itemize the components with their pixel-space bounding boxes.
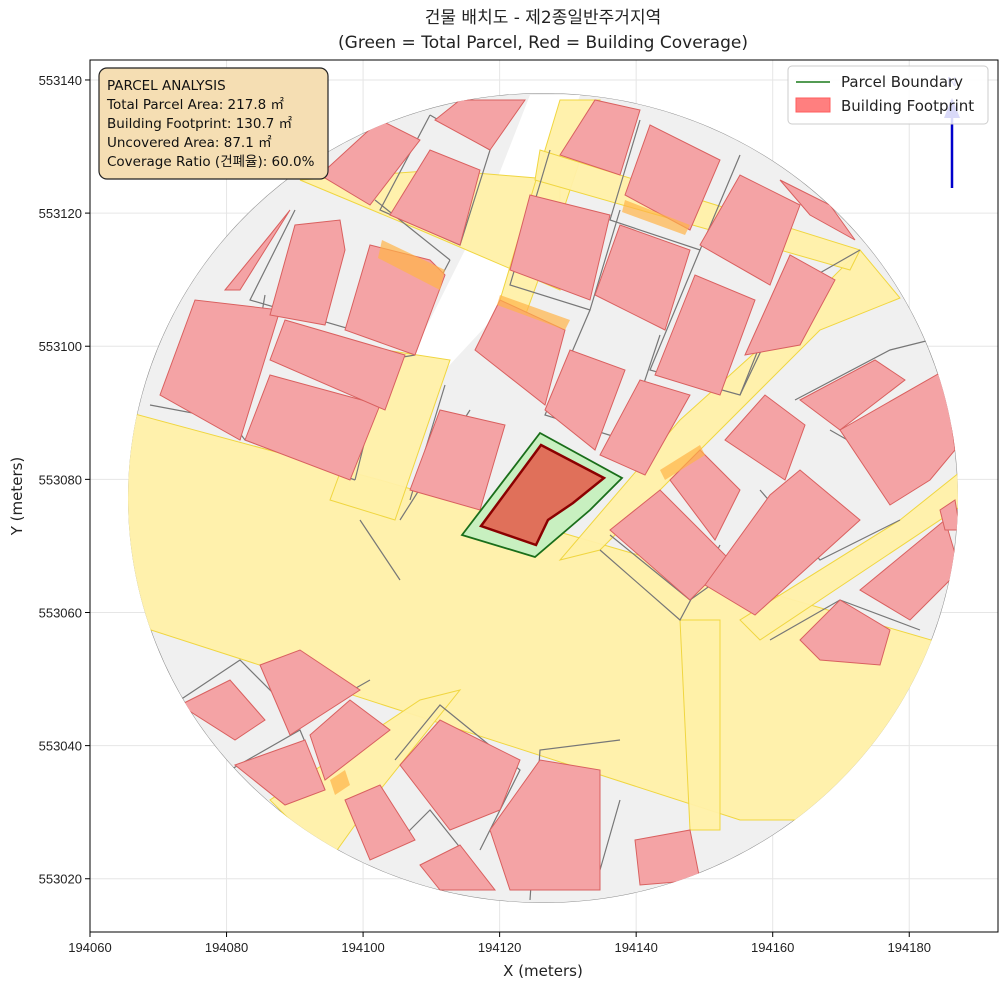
legend-building-swatch xyxy=(795,97,831,113)
info-box-background xyxy=(98,67,329,180)
legend-parcel-label: Parcel Boundary xyxy=(841,73,963,91)
y-tick-label: 553080 xyxy=(39,472,82,487)
chart-title-line2: (Green = Total Parcel, Red = Building Co… xyxy=(338,33,748,53)
x-tick-label: 194140 xyxy=(614,940,657,955)
x-tick-label: 194060 xyxy=(68,940,111,955)
y-tick-label: 553120 xyxy=(39,206,82,221)
x-tick-label: 194100 xyxy=(341,940,384,955)
x-tick-label: 194160 xyxy=(751,940,794,955)
y-axis-ticks: 553020 553040 553060 553080 553100 553120 5531… xyxy=(39,73,90,887)
x-axis-label: X (meters) xyxy=(503,962,583,980)
overlap-strips xyxy=(330,200,705,795)
info-footprint: Building Footprint: 130.7 ㎡ xyxy=(107,116,293,132)
info-heading: PARCEL ANALYSIS xyxy=(107,78,226,94)
building-footprint xyxy=(478,443,607,547)
legend-building-label: Building Footprint xyxy=(841,97,974,115)
info-uncovered: Uncovered Area: 87.1 ㎡ xyxy=(107,135,272,151)
chart-title-line1: 건물 배치도 - 제2종일반주거지역 xyxy=(425,8,661,28)
legend-box xyxy=(787,65,989,125)
info-coverage: Coverage Ratio (건폐율): 60.0% xyxy=(107,154,315,170)
y-axis-label: Y (meters) xyxy=(8,457,26,537)
y-tick-label: 553040 xyxy=(39,739,82,754)
context-map xyxy=(128,93,958,903)
y-tick-label: 553140 xyxy=(39,73,82,88)
context-buildings xyxy=(139,99,958,891)
y-tick-label: 553060 xyxy=(39,605,82,620)
y-tick-label: 553020 xyxy=(39,872,82,887)
x-tick-label: 194180 xyxy=(888,940,931,955)
info-total-area: Total Parcel Area: 217.8 ㎡ xyxy=(106,97,284,113)
parcel-analysis-box: PARCEL ANALYSIS Total Parcel Area: 217.8… xyxy=(98,67,329,180)
x-tick-label: 194120 xyxy=(478,940,521,955)
road-bottom-right xyxy=(679,619,721,831)
legend: Parcel Boundary Building Footprint xyxy=(787,65,989,125)
x-axis-ticks: 194060 194080 194100 194120 194140 194160 1941… xyxy=(68,932,931,955)
axes-frame xyxy=(89,59,999,933)
y-tick-label: 553100 xyxy=(39,339,82,354)
x-tick-label: 194080 xyxy=(205,940,248,955)
subject-parcel xyxy=(460,431,624,559)
